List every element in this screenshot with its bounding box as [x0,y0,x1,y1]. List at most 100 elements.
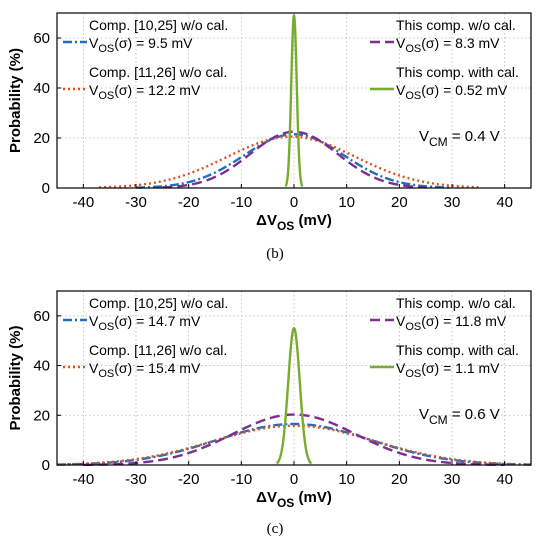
y-tick-label: 60 [33,308,50,325]
legend-entry-1: Comp. [11,26] w/o cal. VOS(σ) = 15.4 mV [63,342,227,380]
x-tick-label: -30 [125,471,147,488]
x-tick-label: 0 [290,471,298,488]
y-axis-label: Probability (%) [7,325,24,430]
legend-sigma-sub: OS [98,90,114,102]
y-tick-label: 40 [33,80,50,97]
legend-sigma-value: (σ) = 12.2 mV [114,82,201,98]
legend-name: This comp. with cal. [396,342,519,358]
legend-sigma: VOS(σ) = 1.1 mV [396,360,500,380]
legend-sigma-value: (σ) = 11.8 mV [421,313,507,329]
y-axis-label: Probability (%) [7,48,24,153]
x-tick-label: 10 [338,471,355,488]
legend-sigma-value: (σ) = 15.4 mV [114,360,201,376]
x-tick-label: 40 [496,194,513,211]
legend-sigma-v: V [89,82,99,98]
vcm-sub: CM [429,413,448,427]
x-axis-label-main: ΔV [256,489,277,506]
vcm-tail: = 0.6 V [448,406,500,423]
x-tick-label: -40 [72,471,94,488]
vcm-annotation: VCM = 0.6 V [419,406,500,427]
vcm-sub: CM [429,135,448,149]
legend-sigma-v: V [89,35,99,51]
legend-entry-2: This comp. w/o cal. VOS(σ) = 8.3 mV [370,17,516,55]
legend-name: This comp. w/o cal. [396,17,516,33]
legend-sigma: VOS(σ) = 9.5 mV [89,35,193,55]
x-tick-label: 20 [391,194,408,211]
legend-sigma-sub: OS [98,321,114,333]
series-line-0 [135,133,453,189]
x-tick-label: 20 [391,471,408,488]
x-tick-label: -30 [125,194,147,211]
x-axis-label-unit: (mV) [294,212,332,229]
legend-sigma-value: (σ) = 14.7 mV [114,313,201,329]
panel-caption: (c) [267,521,284,537]
y-tick-label: 0 [42,180,50,197]
legend-name: Comp. [11,26] w/o cal. [89,342,227,358]
series-line-1 [56,424,532,466]
x-axis-label-sub: OS [277,496,294,510]
legend-sigma-v: V [396,82,406,98]
legend-sigma-v: V [396,313,406,329]
legend-sigma-v: V [396,360,406,376]
x-axis-label: ΔVOS (mV) [256,489,332,510]
y-tick-label: 60 [33,30,50,47]
legend-sigma-sub: OS [98,43,114,55]
vcm-annotation: VCM = 0.4 V [419,128,500,149]
legend-sigma-sub: OS [405,90,421,102]
legend-name: This comp. w/o cal. [396,295,516,311]
x-tick-label: 10 [338,194,355,211]
x-tick-label: 0 [290,194,298,211]
legend-sigma-value: (σ) = 8.3 mV [421,35,500,51]
x-axis-label-sub: OS [277,219,294,233]
x-tick-label: -20 [178,194,200,211]
legend-sigma-sub: OS [405,368,421,380]
x-axis-label: ΔVOS (mV) [256,212,332,233]
x-axis-label-unit: (mV) [294,489,332,506]
x-tick-label: -10 [230,471,252,488]
legend-sigma: VOS(σ) = 8.3 mV [396,35,500,55]
legend-entry-0: Comp. [10,25] w/o cal. VOS(σ) = 14.7 mV [63,295,228,333]
legend-entry-3: This comp. with cal. VOS(σ) = 0.52 mV [370,64,519,102]
legend-sigma-sub: OS [405,321,421,333]
x-tick-label: -10 [230,194,252,211]
legend-sigma-sub: OS [98,368,114,380]
chart-panel-b: -40 -30 -20 -10 0 10 20 30 40 0 20 40 60 Probability … [7,12,532,262]
x-tick-label: 30 [444,471,461,488]
x-tick-label: -40 [72,194,94,211]
vcm-main: V [419,128,429,145]
x-tick-label: -20 [178,471,200,488]
legend-sigma: VOS(σ) = 14.7 mV [89,313,201,333]
legend-entry-0: Comp. [10,25] w/o cal. VOS(σ) = 9.5 mV [63,17,228,55]
panel-caption: (b) [266,246,284,262]
y-tick-label: 20 [33,130,50,147]
legend-sigma: VOS(σ) = 11.8 mV [396,313,507,333]
legend-entry-2: This comp. w/o cal. VOS(σ) = 11.8 mV [370,295,516,333]
legend-sigma-value: (σ) = 1.1 mV [421,360,500,376]
legend-sigma-value: (σ) = 0.52 mV [421,82,508,98]
series-line-3 [284,14,304,188]
chart-panel-c: -40 -30 -20 -10 0 10 20 30 40 0 20 40 60 Probability … [7,290,532,537]
series-line-2 [161,130,427,189]
legend-sigma-v: V [89,313,99,329]
series-line-2 [83,413,505,467]
legend-sigma: VOS(σ) = 12.2 mV [89,82,201,102]
legend-sigma-sub: OS [405,43,421,55]
legend-name: Comp. [10,25] w/o cal. [89,295,228,311]
legend-name: Comp. [11,26] w/o cal. [89,64,227,80]
legend-sigma: VOS(σ) = 0.52 mV [396,82,508,102]
legend-sigma-value: (σ) = 9.5 mV [114,35,193,51]
vcm-main: V [419,406,429,423]
x-tick-label: 30 [444,194,461,211]
x-tick-label: 40 [496,471,513,488]
legend-name: Comp. [10,25] w/o cal. [89,17,228,33]
y-tick-label: 20 [33,407,50,424]
legend-sigma-v: V [396,35,406,51]
series-line-0 [56,422,532,466]
legend-sigma: VOS(σ) = 15.4 mV [89,360,201,380]
vcm-tail: = 0.4 V [448,128,500,145]
legend-entry-3: This comp. with cal. VOS(σ) = 1.1 mV [370,342,519,380]
x-axis-label-main: ΔV [256,212,277,229]
series-line-3 [275,327,313,465]
legend-name: This comp. with cal. [396,64,519,80]
